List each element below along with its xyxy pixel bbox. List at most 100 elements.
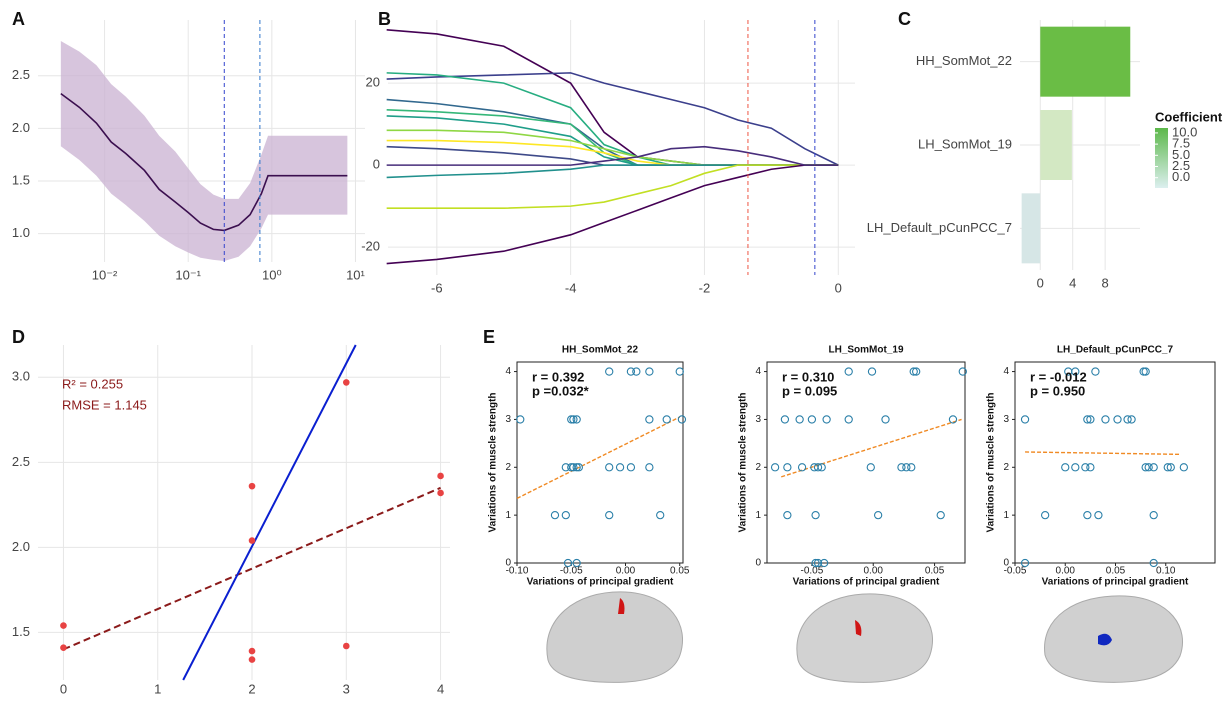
- data-point: [909, 367, 918, 376]
- data-point: [1166, 463, 1175, 472]
- y-tick-label: 2: [1003, 462, 1009, 473]
- x-tick-label: 10⁰: [262, 267, 282, 282]
- subplot-title: LH_Default_pCunPCC_7: [1057, 345, 1174, 356]
- x-tick-label: 1: [154, 681, 161, 696]
- category-label: HH_SomMot_22: [916, 53, 1012, 68]
- data-point: [1101, 415, 1110, 424]
- fit-line: [781, 418, 962, 478]
- data-point: [1141, 463, 1150, 472]
- x-axis-title: Variations of principal gradient: [527, 577, 674, 588]
- y-tick-label: 1.5: [12, 172, 30, 187]
- brain-image: [1044, 595, 1184, 683]
- data-point: [867, 367, 877, 376]
- panel-label: E: [483, 327, 495, 347]
- data-point: [572, 463, 581, 472]
- data-point: [572, 558, 581, 568]
- y-tick-label: 2.5: [12, 67, 30, 82]
- y-tick-label: 4: [1003, 366, 1009, 377]
- x-tick-label: -0.05: [1004, 566, 1027, 577]
- x-axis-title: Variations of principal gradient: [1042, 577, 1189, 588]
- data-point: [605, 510, 614, 520]
- y-axis-title: Variations of muscle strength: [986, 392, 997, 532]
- data-point: [948, 415, 958, 424]
- brain-image: [546, 591, 684, 683]
- x-tick-label: 10¹: [346, 267, 365, 282]
- annotation: r = 0.392: [532, 369, 584, 384]
- x-tick-label: -0.10: [506, 566, 529, 577]
- panel-label: B: [378, 9, 391, 29]
- subplot-title: LH_SomMot_19: [828, 345, 903, 356]
- data-point: [811, 510, 820, 520]
- data-point: [605, 463, 614, 472]
- colorbar: [1155, 128, 1168, 188]
- data-point: [1123, 415, 1132, 424]
- x-tick-label: 3: [343, 681, 350, 696]
- y-tick-label: 20: [366, 75, 380, 90]
- data-point: [1094, 510, 1103, 520]
- data-point: [817, 463, 826, 472]
- annotation: r = -0.012: [1030, 369, 1087, 384]
- data-point: [1071, 367, 1080, 376]
- y-tick-label: 2.0: [12, 120, 30, 135]
- fit-line: [63, 486, 441, 651]
- y-tick-label: 1.0: [12, 225, 30, 240]
- x-tick-label: 0.05: [925, 566, 945, 577]
- y-axis-title: Variations of muscle strength: [488, 392, 499, 532]
- data-point: [342, 642, 350, 650]
- data-point: [780, 415, 790, 424]
- x-tick-label: 10⁻²: [92, 267, 118, 282]
- x-tick-label: -2: [699, 280, 711, 295]
- colorbar-tick-label: 5.0: [1172, 147, 1190, 162]
- colorbar-tick-label: 7.5: [1172, 136, 1190, 151]
- x-tick-label: -6: [431, 280, 443, 295]
- colorbar-tick-label: 10.0: [1172, 124, 1197, 139]
- data-point: [656, 510, 665, 520]
- x-tick-label: 0: [1037, 275, 1044, 290]
- data-point: [770, 463, 780, 472]
- series-line: [386, 72, 839, 166]
- x-tick-label: 0.00: [864, 566, 884, 577]
- x-tick-label: 0: [60, 681, 67, 696]
- data-point: [342, 379, 350, 386]
- data-point: [615, 463, 625, 472]
- y-tick-label: 4: [505, 366, 511, 377]
- x-tick-label: 4: [437, 681, 444, 696]
- data-point: [1041, 510, 1050, 520]
- series-line: [386, 29, 839, 166]
- data-point: [1061, 463, 1070, 472]
- bar: [1040, 110, 1072, 180]
- fit-line: [182, 344, 357, 681]
- x-tick-label: 0: [835, 280, 842, 295]
- fit-line: [1025, 451, 1181, 456]
- data-point: [897, 463, 906, 472]
- data-point: [437, 489, 444, 497]
- data-point: [1020, 558, 1030, 568]
- data-point: [677, 415, 687, 424]
- data-point: [60, 622, 67, 629]
- bar: [1040, 26, 1131, 97]
- data-point: [645, 463, 654, 472]
- data-point: [902, 463, 911, 472]
- data-point: [574, 463, 583, 472]
- data-point: [783, 463, 792, 472]
- y-tick-label: 0: [1003, 558, 1009, 569]
- y-tick-label: 0: [505, 558, 511, 569]
- colorbar-tick-label: 0.0: [1172, 169, 1190, 184]
- data-point: [561, 510, 570, 520]
- annotation: R² = 0.255: [62, 376, 123, 391]
- data-point: [567, 415, 576, 424]
- data-point: [1163, 463, 1172, 472]
- plot-frame: [1014, 361, 1216, 564]
- x-tick-label: 4: [1069, 275, 1076, 290]
- x-tick-label: 0.05: [670, 566, 690, 577]
- data-point: [1144, 463, 1153, 472]
- data-point: [820, 558, 829, 568]
- x-tick-label: 0.00: [616, 566, 636, 577]
- annotation: r = 0.310: [782, 369, 834, 384]
- brain-image: [796, 593, 934, 683]
- data-point: [1086, 415, 1095, 424]
- data-point: [1083, 415, 1092, 424]
- y-tick-label: 3.0: [12, 369, 30, 384]
- category-label: LH_Default_pCunPCC_7: [867, 220, 1012, 235]
- data-point: [1083, 510, 1092, 520]
